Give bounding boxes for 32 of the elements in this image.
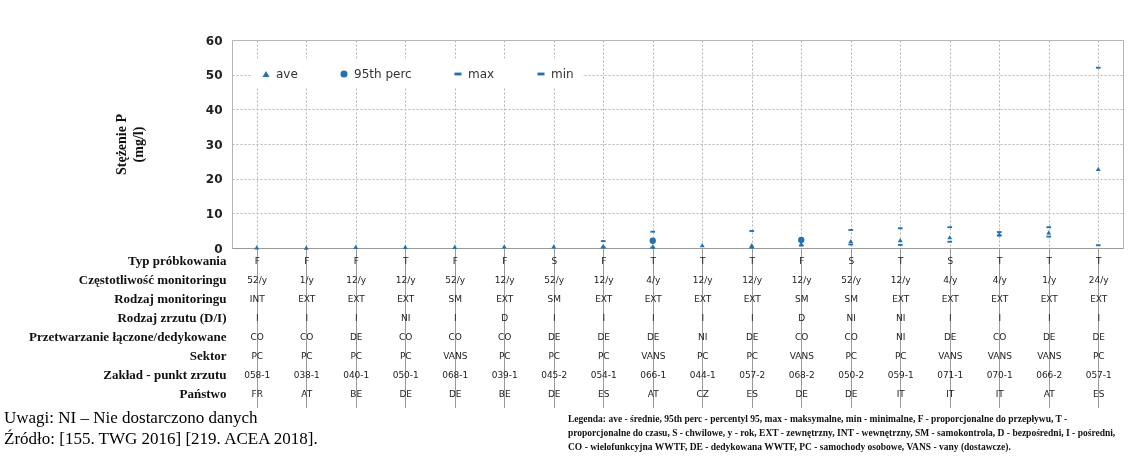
y-axis-title: Stężenie P (mg/l) <box>113 113 147 176</box>
x-tick-label: S 52/y SM NI CO PC 050-2 DE <box>838 255 865 399</box>
x-tick-label: T 4/y EXT I CO VANS 070-1 IT <box>986 255 1013 399</box>
legend-label: max <box>468 67 495 81</box>
x-tick-label: T 12/y EXT NI CO PC 050-1 DE <box>392 255 419 399</box>
x-tick-label: F 12/y SM D CO VANS 068-2 DE <box>788 255 815 399</box>
x-tick-label: T 12/y EXT NI NI PC 059-1 IT <box>887 255 914 399</box>
x-tick-label: T 24/y EXT I DE PC 057-1 ES <box>1085 255 1112 399</box>
text: Źródło: [155. TWG 2016] [219. ACEA 2018]. <box>4 428 319 449</box>
y-tick-label: 20 <box>205 172 223 187</box>
y-tick-label: 40 <box>205 102 223 117</box>
x-tick-label: F 52/y SM I CO VANS 068-1 DE <box>442 255 469 399</box>
legend-label: 95th perc <box>354 67 412 81</box>
x-tick-label: T 1/y EXT I DE VANS 066-2 AT <box>1036 255 1063 399</box>
x-tick-label: T 12/y EXT I DE PC 057-2 ES <box>739 255 766 399</box>
x-tick-label: F 12/y EXT I DE PC 040-1 BE <box>343 255 370 399</box>
y-tick-label: 30 <box>205 137 223 152</box>
text: Legenda: ave - średnie, 95th perc - percentyl 95, max - maksymalne, min - minimalne, F - proporcjonalne do przepływu, T - proporcjonalne do czasu, S - chwilowe, y - rok, EXT - zewnętrzny, INT - wewnętrzny, SM - samokontrola, D - bezpośredni, I - pośredni, CO - wielofunkcyjna WWTF, DE - dedykowana WWTF, PC - samochody osobowe, VANS - vany (dostawcze). <box>568 413 1117 454</box>
y-tick-label: 10 <box>205 206 223 221</box>
x-tick-label: S 4/y EXT I DE VANS 071-1 IT <box>937 255 964 399</box>
text: Uwagi: NI – Nie dostarczono danych <box>4 407 259 428</box>
x-tick-label: F 1/y EXT I CO PC 038-1 AT <box>293 255 320 399</box>
x-tick-label: T 4/y EXT I DE VANS 066-1 AT <box>640 255 667 399</box>
x-tick-label: F 12/y EXT I DE PC 054-1 ES <box>590 255 617 399</box>
y-tick-label: 60 <box>205 33 223 48</box>
y-tick-label: 50 <box>205 68 223 83</box>
legend-label: min <box>551 67 574 81</box>
legend-label: ave <box>276 67 298 81</box>
x-tick-label: F 12/y EXT D CO PC 039-1 BE <box>491 255 518 399</box>
x-tick-label: F 52/y INT I CO PC 058-1 FR <box>244 255 271 399</box>
x-tick-label: T 12/y EXT I NI PC 044-1 CZ <box>689 255 716 399</box>
x-tick-label: S 52/y SM I DE PC 045-2 DE <box>541 255 568 399</box>
